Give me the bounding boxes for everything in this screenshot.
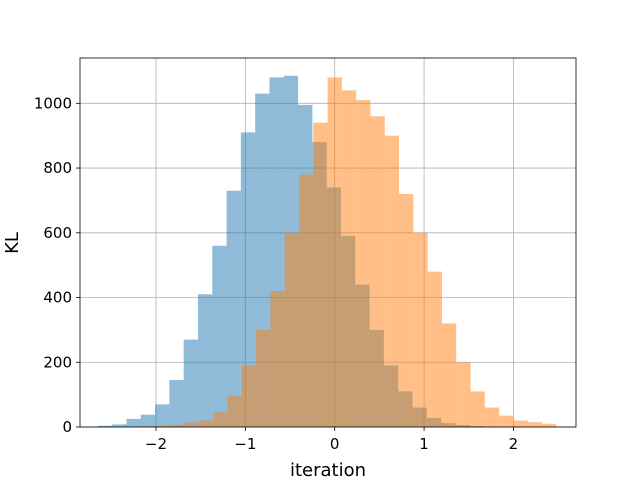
y-tick-label: 400 bbox=[43, 289, 72, 307]
histogram-bar-series-2 bbox=[313, 122, 328, 427]
histogram-bar-series-2 bbox=[456, 362, 471, 427]
histogram-bar-series-2 bbox=[170, 424, 185, 427]
histogram-bar-series-1 bbox=[226, 190, 241, 427]
histogram-bar-series-2 bbox=[184, 422, 199, 427]
histogram-bar-series-2 bbox=[155, 425, 171, 427]
histogram-bar-series-2 bbox=[198, 420, 214, 427]
histogram-bar-series-1 bbox=[155, 404, 170, 427]
histogram-bar-series-2 bbox=[413, 232, 428, 427]
y-axis-label: KL bbox=[2, 232, 23, 254]
histogram-bar-series-2 bbox=[427, 271, 442, 427]
histogram-bar-series-2 bbox=[270, 291, 285, 427]
ticks: −2 −1 0 1 2 0 200 400 600 800 1000 bbox=[34, 94, 518, 453]
histogram-bar-series-2 bbox=[470, 391, 485, 427]
histogram-bar-series-2 bbox=[256, 329, 271, 427]
y-tick-label: 200 bbox=[43, 353, 72, 371]
x-axis-label: iteration bbox=[290, 460, 366, 480]
histogram-bar-series-1 bbox=[240, 132, 256, 427]
histogram-bar-series-2 bbox=[499, 415, 514, 427]
histogram-bar-series-1 bbox=[126, 418, 141, 427]
histogram-bar-series-2 bbox=[356, 100, 371, 427]
histogram-bar-series-2 bbox=[284, 232, 299, 427]
histogram-bar-series-2 bbox=[341, 90, 357, 428]
histogram-bar-series-2 bbox=[384, 135, 400, 427]
histogram-bar-series-2 bbox=[370, 116, 385, 428]
histogram-bar-series-2 bbox=[399, 193, 414, 427]
histogram-bar-series-2 bbox=[298, 174, 314, 427]
histogram-bar-series-1 bbox=[112, 424, 127, 427]
histogram-bar-series-2 bbox=[527, 422, 543, 427]
histogram-bar-series-2 bbox=[513, 420, 528, 427]
bars bbox=[97, 75, 557, 428]
y-tick-label: 600 bbox=[43, 224, 72, 242]
plot-frame bbox=[79, 57, 577, 428]
histogram-bar-series-2 bbox=[327, 77, 342, 427]
histogram-bar-series-1 bbox=[197, 294, 213, 427]
x-tick-label: −2 bbox=[145, 435, 167, 453]
histogram-bar-series-1 bbox=[169, 380, 184, 427]
x-tick-label: 1 bbox=[419, 435, 429, 453]
histogram-bar-series-2 bbox=[542, 423, 557, 427]
y-tick-label: 0 bbox=[62, 418, 72, 436]
histogram-bar-series-1 bbox=[212, 245, 227, 427]
y-tick-label: 800 bbox=[43, 159, 72, 177]
histogram-bar-series-1 bbox=[140, 414, 156, 427]
y-tick-label: 1000 bbox=[34, 94, 72, 112]
histogram-bar-series-2 bbox=[213, 412, 228, 427]
histogram-bar-series-2 bbox=[441, 323, 457, 427]
x-tick-label: 2 bbox=[509, 435, 519, 453]
histogram-bar-series-1 bbox=[97, 425, 113, 427]
histogram-bar-series-2 bbox=[484, 407, 500, 427]
histogram-bar-series-2 bbox=[227, 396, 242, 427]
x-tick-label: 0 bbox=[330, 435, 340, 453]
histogram-bar-series-2 bbox=[241, 365, 257, 427]
x-tick-label: −1 bbox=[234, 435, 256, 453]
histogram-bar-series-1 bbox=[183, 339, 198, 427]
